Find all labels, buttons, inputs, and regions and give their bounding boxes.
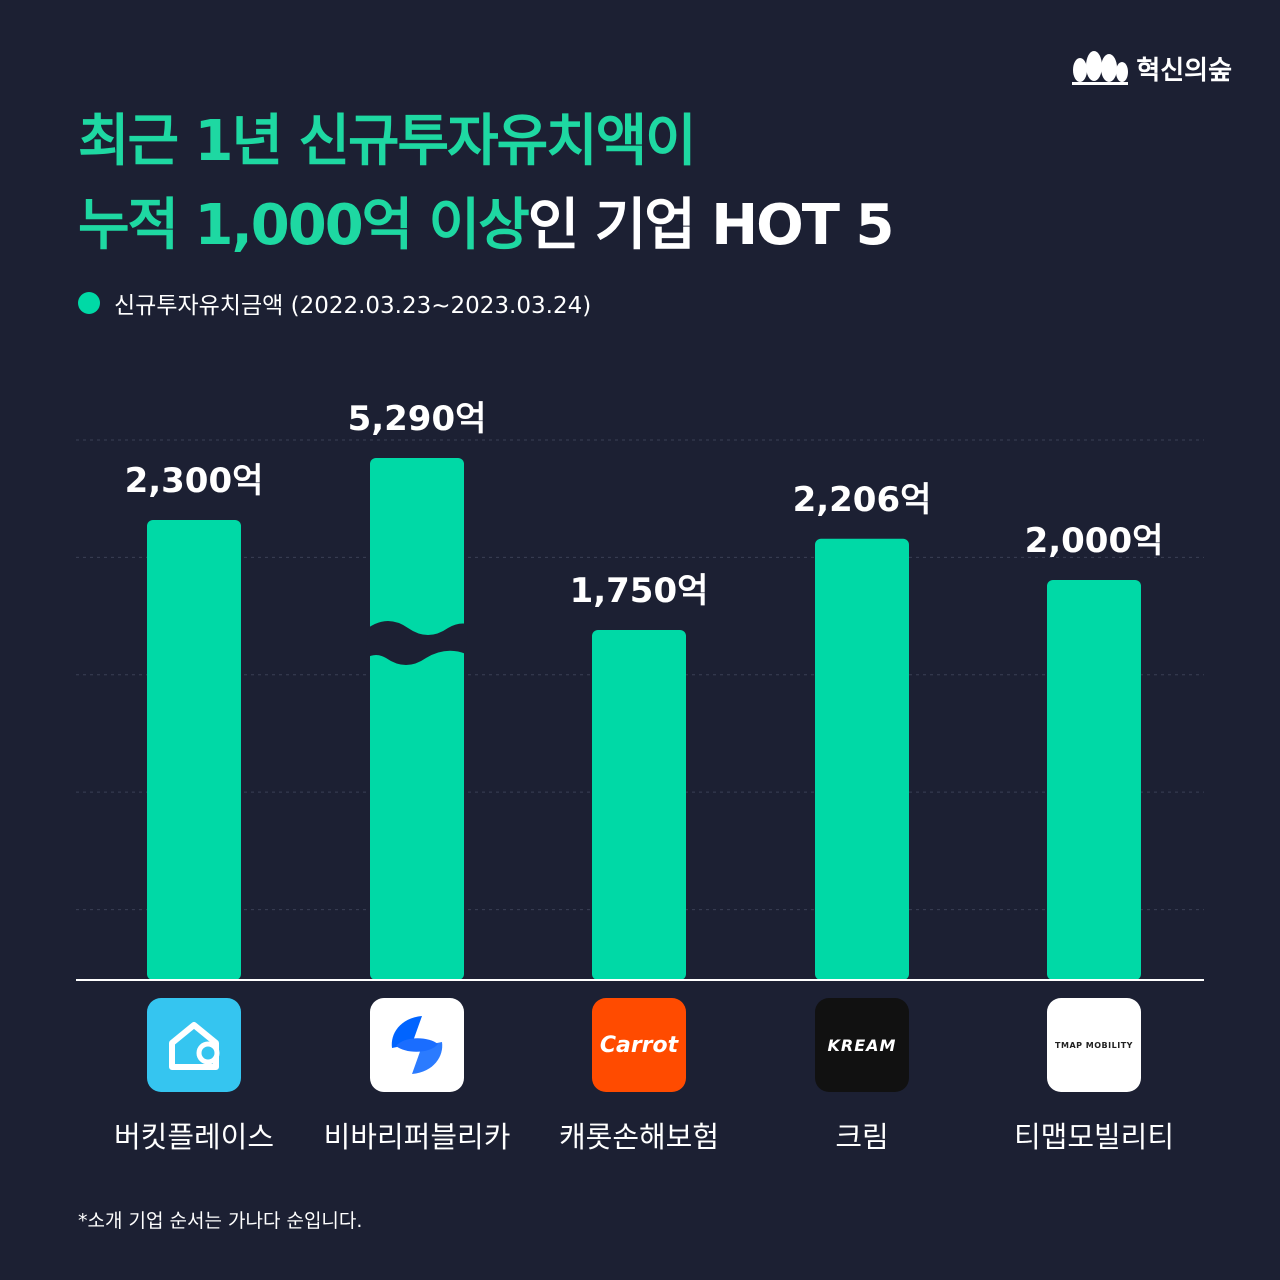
category-item: 비바리퍼블리카 bbox=[307, 998, 527, 1156]
category-item: TMAP MOBILITY 티맵모빌리티 bbox=[984, 998, 1204, 1156]
title-line-2-highlight: 누적 1,000억 이상 bbox=[78, 193, 530, 258]
brand-logo: 혁신의숲 bbox=[1070, 48, 1232, 88]
category-label: 티맵모빌리티 bbox=[1013, 1120, 1175, 1154]
tmap-mobility-logo: TMAP MOBILITY bbox=[1047, 998, 1141, 1092]
title-line-1: 최근 1년 신규투자유치액이 bbox=[78, 109, 697, 174]
category-item: 버킷플레이스 bbox=[84, 998, 304, 1156]
kream-logo: KREAM bbox=[815, 998, 909, 1092]
title-line-2-rest: 인 기업 HOT 5 bbox=[527, 193, 895, 258]
category-label: 비바리퍼블리카 bbox=[323, 1120, 511, 1154]
carrot-logo: Carrot bbox=[592, 998, 686, 1092]
bar bbox=[1047, 580, 1141, 980]
category-item: KREAM 크림 bbox=[752, 998, 972, 1156]
bar bbox=[815, 538, 909, 980]
page-title: 최근 1년 신규투자유치액이 누적 1,000억 이상인 기업 HOT 5 bbox=[78, 100, 895, 268]
logo-text: KREAM bbox=[827, 1035, 897, 1055]
data-label: 5,290억 bbox=[348, 399, 487, 439]
bar bbox=[592, 630, 686, 980]
house-icon bbox=[147, 998, 241, 1092]
data-label: 2,206억 bbox=[793, 480, 932, 520]
chart-legend: 신규투자유치금액 (2022.03.23~2023.03.24) bbox=[78, 286, 591, 320]
data-label: 1,750억 bbox=[570, 571, 709, 611]
category-item: Carrot 캐롯손해보험 bbox=[529, 998, 749, 1156]
data-label: 2,300억 bbox=[125, 461, 264, 501]
category-label: 캐롯손해보험 bbox=[558, 1120, 720, 1154]
toss-icon bbox=[370, 998, 464, 1092]
category-label: 버킷플레이스 bbox=[113, 1120, 275, 1154]
brand-name: 혁신의숲 bbox=[1136, 55, 1232, 86]
logo-text: Carrot bbox=[599, 1032, 679, 1058]
category-label: 크림 bbox=[835, 1120, 889, 1154]
bar-chart: 2,300억 5,290억 1,750억 2,206억 2,000억 bbox=[76, 399, 1204, 981]
legend-dot bbox=[78, 292, 100, 314]
axis-break bbox=[366, 621, 468, 665]
footnote: *소개 기업 순서는 가나다 순입니다. bbox=[78, 1210, 363, 1232]
tree-icon bbox=[1070, 48, 1130, 88]
legend-label: 신규투자유치금액 (2022.03.23~2023.03.24) bbox=[114, 293, 592, 319]
bar bbox=[370, 458, 464, 980]
logo-text: TMAP MOBILITY bbox=[1055, 1040, 1133, 1050]
data-label: 2,000억 bbox=[1025, 521, 1164, 561]
bar bbox=[147, 520, 241, 980]
